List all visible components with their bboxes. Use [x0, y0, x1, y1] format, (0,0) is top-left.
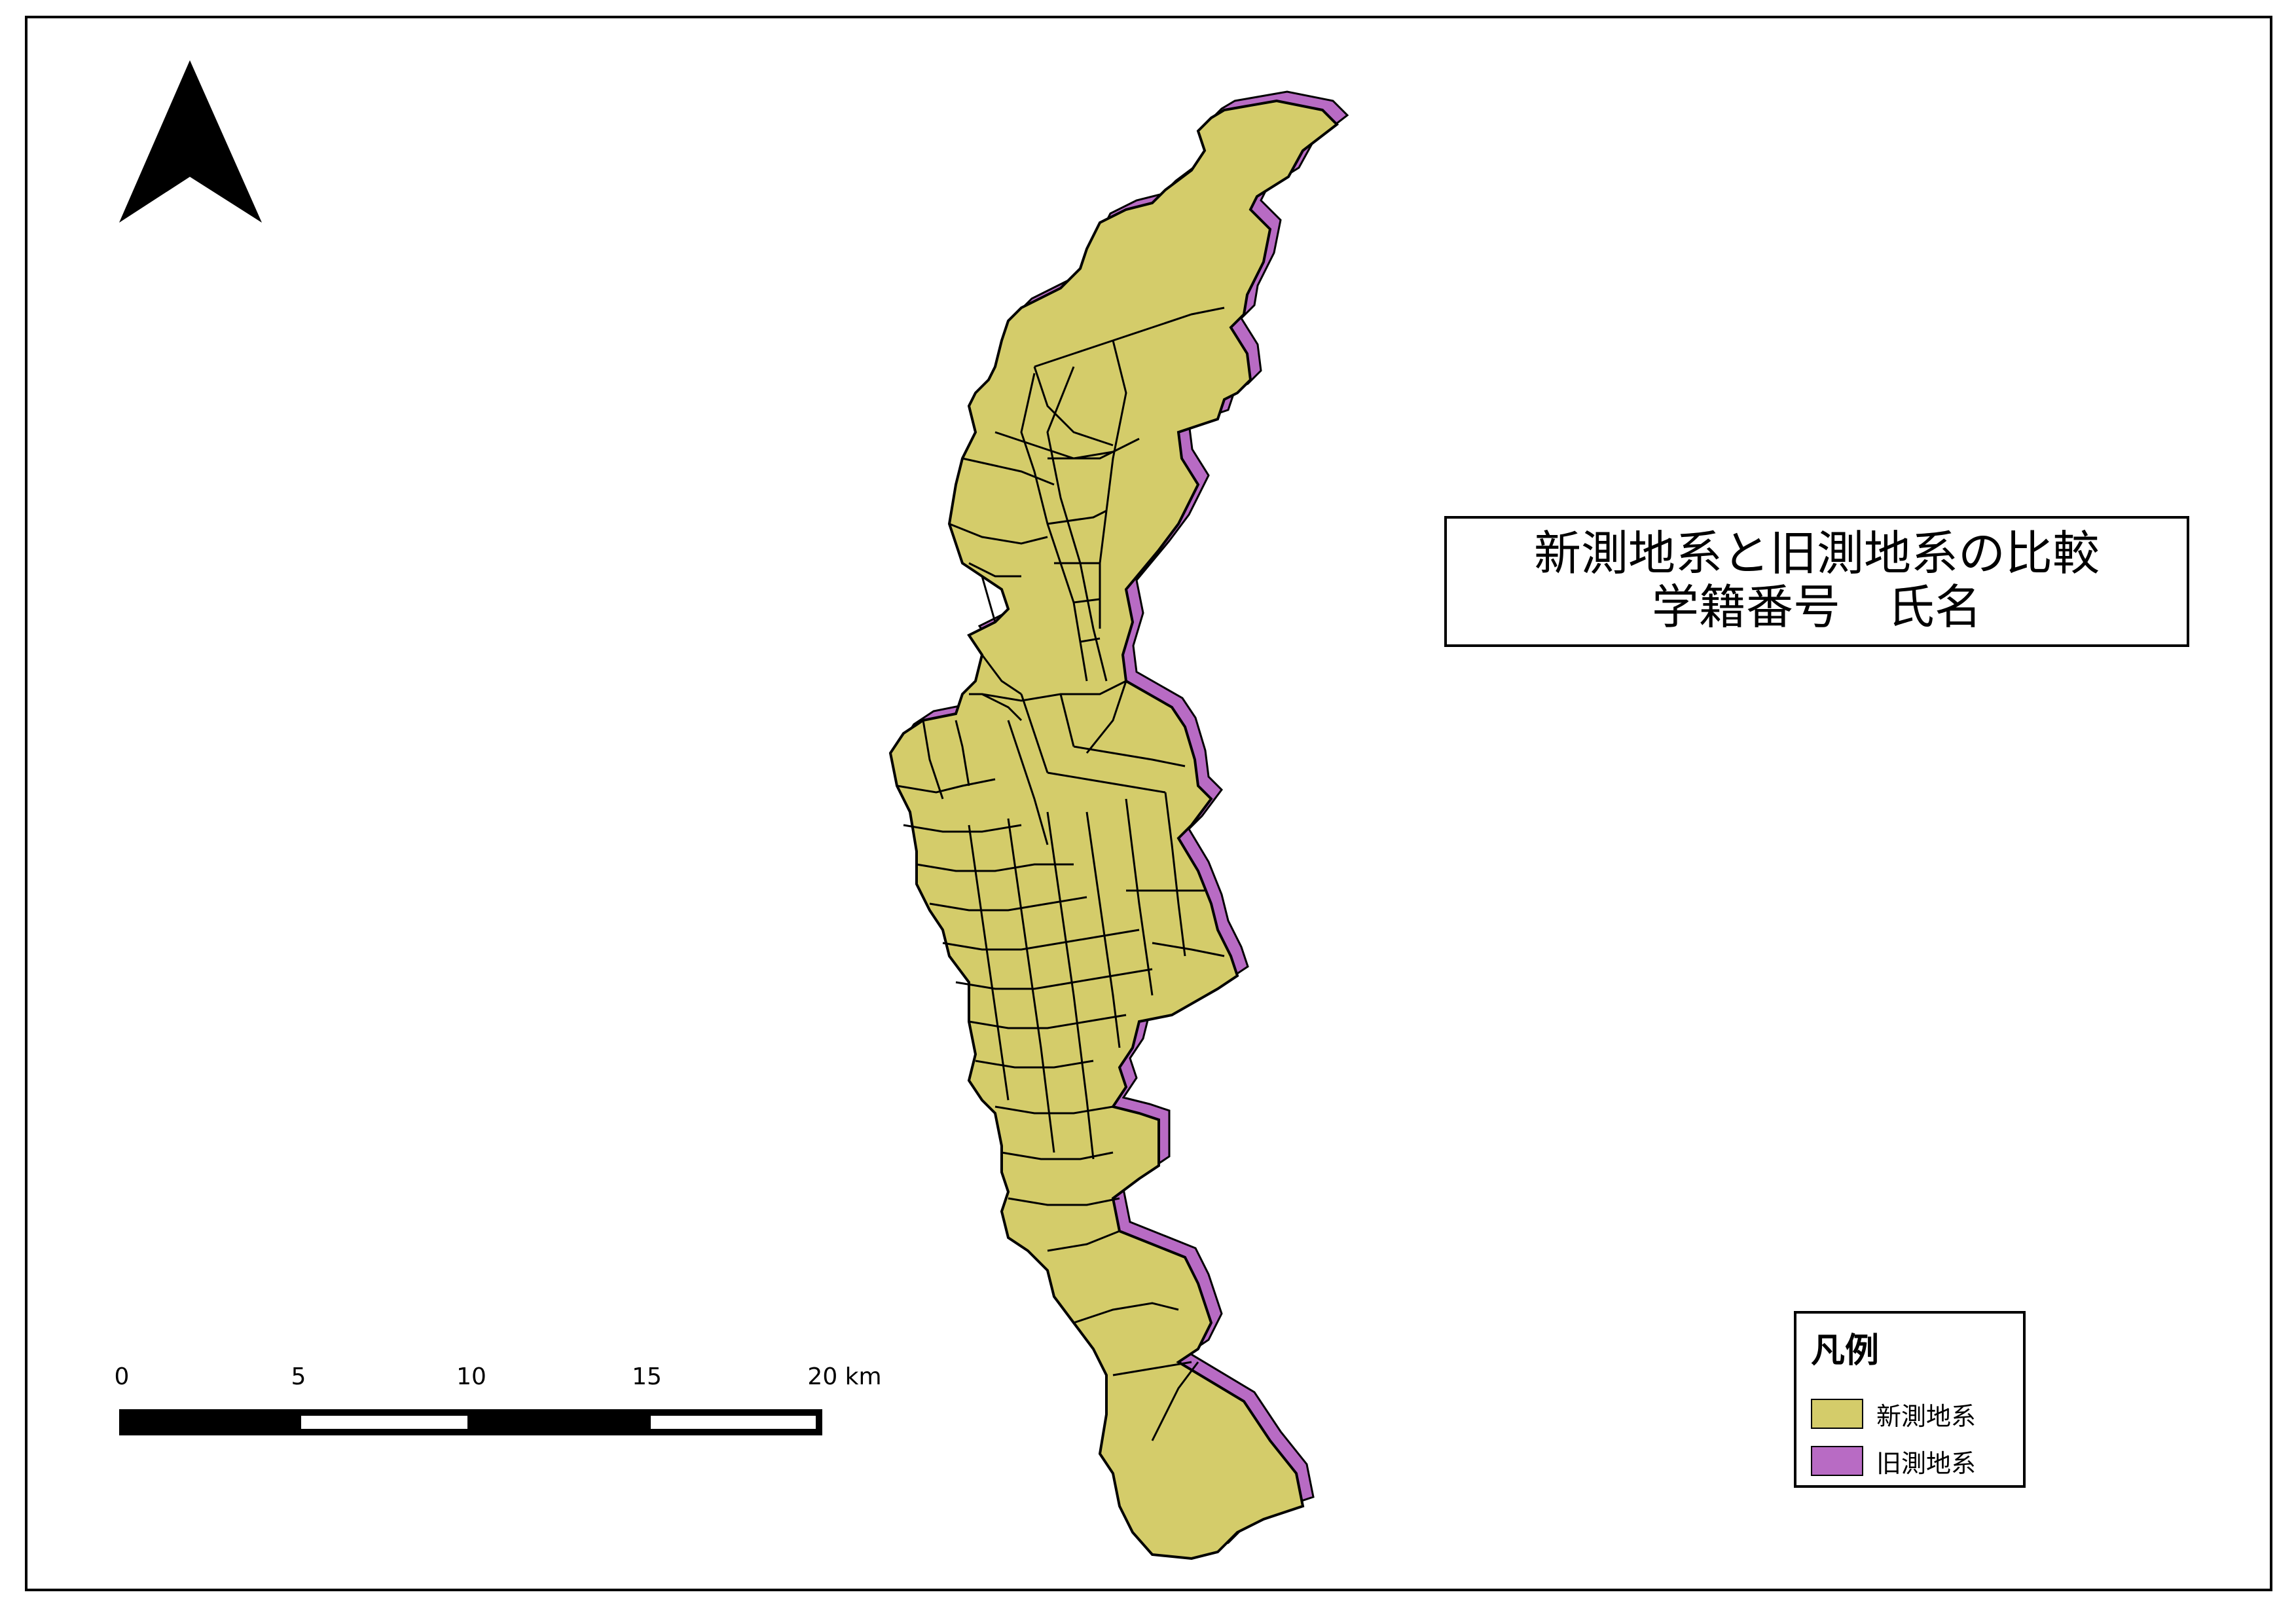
legend-label-new: 新測地系: [1876, 1401, 1977, 1431]
district-boundary: [1164, 792, 1186, 957]
map-title-box: 新測地系と旧測地系の比較 学籍番号 氏名: [1444, 516, 2189, 647]
district-boundary: [1059, 693, 1075, 747]
district-boundary: [994, 1105, 1114, 1115]
district-boundary: [1085, 811, 1121, 1048]
district-boundary: [922, 720, 944, 800]
district-boundary: [1080, 637, 1101, 643]
district-boundary: [949, 523, 1048, 545]
district-boundary: [1112, 1361, 1192, 1376]
district-boundary: [962, 457, 1055, 486]
district-boundary: [942, 929, 1140, 951]
district-boundary: [896, 778, 996, 794]
legend-title: 凡例: [1811, 1331, 1880, 1371]
district-boundary: [968, 562, 1021, 578]
legend-item-new: 新測地系: [1811, 1397, 1977, 1431]
district-boundary: [1047, 509, 1107, 525]
scale-tick-20: 20 km: [807, 1363, 882, 1390]
district-boundary: [1020, 693, 1049, 773]
district-boundary: [1151, 1361, 1199, 1441]
district-boundary: [1034, 306, 1225, 368]
district-boundary: [1007, 818, 1055, 1153]
district-boundary: [1001, 1151, 1114, 1160]
district-boundary: [1085, 680, 1127, 754]
legend-swatch-old: [1811, 1446, 1863, 1476]
district-boundary: [1099, 340, 1127, 629]
legend-label-old: 旧測地系: [1876, 1449, 1977, 1478]
district-boundary: [1047, 1230, 1120, 1252]
district-boundary: [969, 693, 1023, 722]
map-title: 新測地系と旧測地系の比較: [1533, 526, 2100, 581]
district-boundary: [1125, 798, 1154, 996]
district-boundary: [968, 1014, 1127, 1029]
district-boundary: [1073, 598, 1101, 604]
district-boundary: [1073, 745, 1186, 767]
district-boundary: [955, 968, 1153, 990]
district-boundary: [903, 824, 1022, 833]
district-boundary: [1046, 366, 1108, 682]
district-boundary: [1033, 366, 1114, 447]
scale-bar: [119, 1409, 822, 1435]
district-boundary: [955, 720, 970, 786]
legend-item-old: 旧測地系: [1811, 1445, 1977, 1478]
district-boundary: [1073, 1302, 1179, 1324]
scale-tick-0: 0: [114, 1363, 130, 1390]
scale-tick-15: 15: [632, 1363, 662, 1390]
district-boundary: [1020, 373, 1088, 682]
district-boundary: [1152, 942, 1225, 957]
district-boundary: [981, 654, 1022, 695]
district-boundary: [968, 824, 1010, 1101]
district-boundary: [916, 863, 1074, 872]
district-boundary: [1008, 1197, 1120, 1206]
map-subtitle: 学籍番号 氏名: [1651, 580, 1982, 635]
district-boundary: [1007, 720, 1049, 845]
district-boundary: [1047, 771, 1166, 794]
district-boundary: [975, 1060, 1094, 1069]
district-boundary: [1048, 451, 1114, 460]
north-arrow-icon: [119, 60, 262, 223]
scale-tick-10: 10: [456, 1363, 486, 1390]
legend: 凡例 新測地系 旧測地系: [1794, 1311, 2026, 1488]
new-datum-region: [888, 99, 1339, 1560]
scale-tick-5: 5: [291, 1363, 306, 1390]
legend-swatch-new: [1811, 1399, 1863, 1429]
district-boundary: [1046, 811, 1095, 1160]
district-boundaries: [896, 306, 1225, 1441]
district-boundary: [981, 576, 996, 623]
